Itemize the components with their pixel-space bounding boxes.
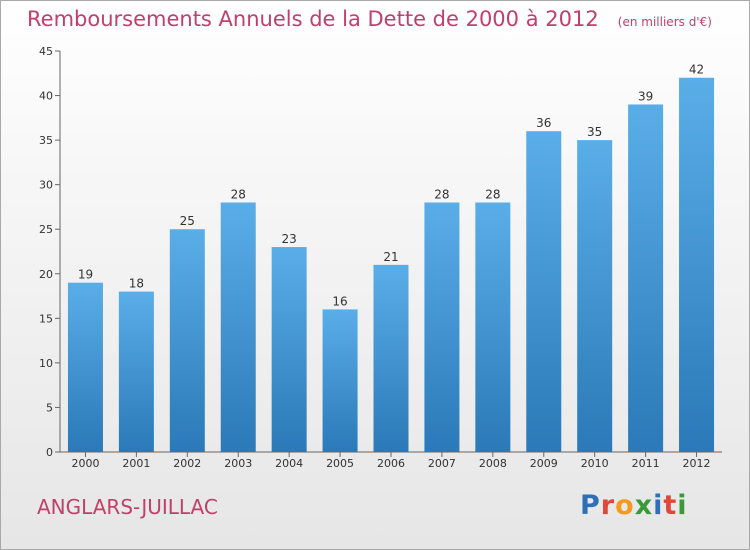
- y-tick-label: 10: [39, 357, 53, 370]
- logo-letter: t: [663, 490, 678, 521]
- bars: [67, 77, 715, 452]
- x-tick-label: 2004: [275, 457, 303, 470]
- bar-2006: [373, 264, 409, 452]
- bar-2001: [118, 291, 154, 452]
- value-label-2008: 28: [485, 187, 500, 201]
- x-tick-label: 2002: [173, 457, 201, 470]
- value-label-2007: 28: [434, 187, 449, 201]
- x-tick-label: 2009: [530, 457, 558, 470]
- logo-letter: r: [600, 490, 616, 521]
- chart-title: Remboursements Annuels de la Dette de 20…: [27, 7, 712, 31]
- x-tick-label: 2010: [581, 457, 609, 470]
- value-label-2011: 39: [638, 89, 653, 103]
- x-tick-label: 2007: [428, 457, 456, 470]
- value-label-2000: 19: [78, 268, 93, 282]
- x-tick-label: 2006: [377, 457, 405, 470]
- bar-2010: [577, 140, 613, 452]
- value-label-2012: 42: [689, 63, 704, 77]
- value-label-2010: 35: [587, 125, 602, 139]
- y-tick-label: 40: [39, 90, 53, 103]
- value-labels: 19 18 25 28 23 16 21 28 28 36 35 39 42: [78, 63, 704, 309]
- logo-letter: i: [677, 490, 688, 521]
- bar-2009: [526, 131, 562, 452]
- logo-letter: P: [580, 490, 601, 521]
- x-tick-label: 2005: [326, 457, 354, 470]
- y-tick-label: 0: [46, 446, 53, 459]
- x-tick-label: 2011: [632, 457, 660, 470]
- bar-2000: [67, 282, 103, 452]
- bar-2012: [679, 77, 715, 452]
- value-label-2006: 21: [383, 250, 398, 264]
- city-name: ANGLARS-JUILLAC: [37, 495, 218, 519]
- y-tick-label: 20: [39, 268, 53, 281]
- y-tick-label: 35: [39, 134, 53, 147]
- value-label-2009: 36: [536, 116, 551, 130]
- value-label-2005: 16: [332, 294, 347, 308]
- x-tick-label: 2012: [683, 457, 711, 470]
- value-label-2004: 23: [282, 232, 297, 246]
- x-tick-label: 2001: [122, 457, 150, 470]
- y-tick-label: 25: [39, 223, 53, 236]
- y-tick-label: 45: [39, 45, 53, 58]
- bar-2004: [271, 247, 307, 452]
- value-label-2003: 28: [231, 187, 246, 201]
- x-tick-label: 2003: [224, 457, 252, 470]
- proxiti-logo: Proxiti: [580, 490, 688, 521]
- y-tick-label: 30: [39, 179, 53, 192]
- logo-letter: i: [653, 490, 664, 521]
- bar-2005: [322, 309, 358, 452]
- axes: 0 5 10 15 20 25 30 35 40 45 2000 2001 2002 2003 2004 20…: [39, 45, 722, 470]
- logo-letter: x: [634, 490, 654, 521]
- bar-2008: [475, 202, 511, 452]
- x-tick-label: 2000: [71, 457, 99, 470]
- chart-title-text: Remboursements Annuels de la Dette de 20…: [27, 7, 599, 31]
- bar-2011: [628, 104, 664, 452]
- y-tick-label: 15: [39, 312, 53, 325]
- value-label-2002: 25: [180, 214, 195, 228]
- chart-subtitle: (en milliers d'€): [617, 15, 712, 29]
- bar-2007: [424, 202, 460, 452]
- value-label-2001: 18: [129, 277, 144, 291]
- x-tick-label: 2008: [479, 457, 507, 470]
- logo-letter: o: [615, 490, 635, 521]
- y-tick-label: 5: [46, 401, 53, 414]
- bar-2003: [220, 202, 256, 452]
- bar-2002: [169, 229, 205, 452]
